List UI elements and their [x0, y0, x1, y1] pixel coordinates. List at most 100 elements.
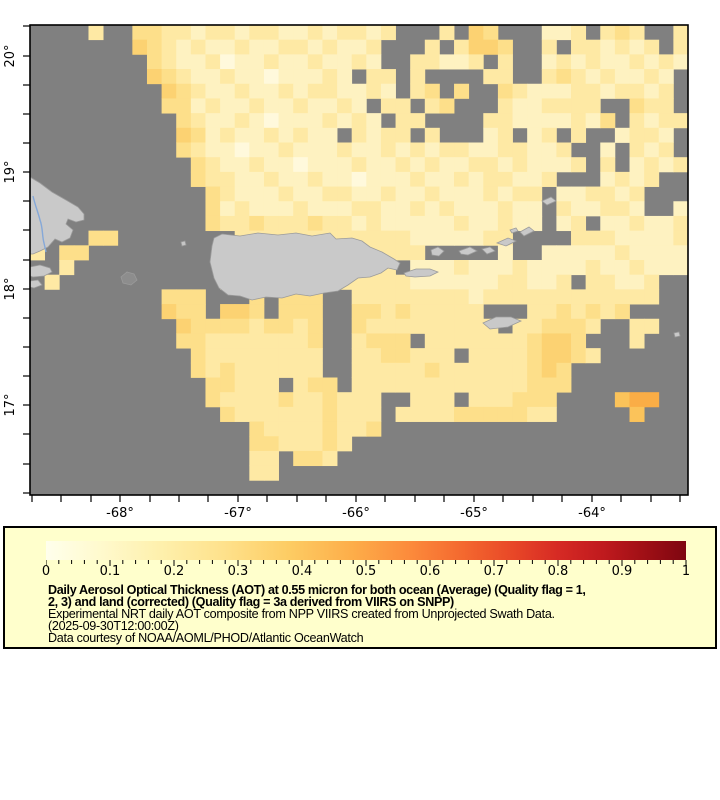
aot-cell: [439, 98, 455, 114]
aot-cell: [614, 274, 630, 290]
aot-cell: [483, 392, 499, 408]
aot-cell: [614, 171, 630, 187]
aot-cell: [556, 289, 572, 305]
aot-cell: [380, 98, 396, 114]
aot-cell: [614, 230, 630, 246]
aot-cell: [395, 245, 411, 261]
aot-cell: [527, 113, 543, 129]
aot-cell: [307, 450, 323, 467]
aot-cell: [322, 421, 338, 437]
aot-cell: [263, 39, 279, 55]
aot-cell: [307, 113, 323, 129]
aot-cell: [220, 348, 236, 364]
aot-cell: [439, 260, 455, 276]
aot-cell: [614, 289, 630, 305]
aot-cell: [190, 289, 206, 305]
aot-cell: [176, 304, 192, 320]
aot-cell: [380, 304, 396, 320]
aot-cell: [468, 171, 484, 187]
aot-cell: [483, 260, 499, 276]
aot-cell: [278, 157, 294, 173]
aot-cell: [571, 69, 587, 85]
aot-cell: [410, 142, 426, 158]
aot-cell: [629, 98, 645, 114]
aot-cell: [322, 83, 338, 99]
aot-cell: [278, 362, 294, 378]
aot-cell: [644, 69, 660, 85]
aot-cell: [366, 69, 382, 85]
aot-cell: [293, 362, 309, 378]
aot-cell: [556, 113, 572, 129]
aot-cell: [629, 333, 645, 349]
aot-cell: [205, 157, 221, 173]
aot-cell: [439, 406, 455, 422]
aot-cell: [439, 304, 455, 320]
aot-cell: [629, 289, 645, 305]
aot-cell: [468, 392, 484, 408]
aot-cell: [512, 186, 528, 202]
aot-cell: [483, 157, 499, 173]
river-line: [32, 195, 47, 253]
aot-cell: [658, 113, 674, 129]
aot-cell: [322, 171, 338, 187]
aot-cell: [497, 333, 513, 349]
aot-cell: [351, 186, 367, 202]
aot-cell: [395, 348, 411, 364]
aot-cell: [644, 127, 660, 143]
aot-cell: [410, 54, 426, 70]
aot-cell: [146, 25, 162, 41]
aot-cell: [307, 83, 323, 99]
aot-cell: [512, 215, 528, 232]
aot-cell: [527, 392, 543, 408]
aot-cell: [556, 83, 572, 99]
anegada-landmass: [541, 196, 557, 206]
aot-cell: [263, 201, 279, 217]
aot-cell: [673, 260, 689, 276]
aot-cell: [468, 362, 484, 378]
aot-cell: [439, 362, 455, 378]
aot-cell: [556, 69, 572, 85]
legend-title-line1: Daily Aerosol Optical Thickness (AOT) at…: [48, 583, 586, 597]
aot-cell: [424, 171, 440, 187]
aot-cell: [585, 304, 601, 320]
aot-cell: [351, 318, 367, 334]
aot-cell: [307, 54, 323, 70]
aot-cell: [424, 289, 440, 305]
aot-cell: [395, 127, 411, 143]
aot-cell: [395, 98, 411, 114]
aot-cell: [366, 304, 382, 320]
aot-cell: [571, 83, 587, 99]
aot-cell: [600, 142, 616, 158]
legend-subtitle: Experimental NRT daily AOT composite fro…: [48, 606, 555, 621]
aot-cell: [293, 450, 309, 467]
aot-cell: [205, 186, 221, 202]
aot-cell: [644, 157, 660, 173]
aot-cell: [366, 127, 382, 143]
aot-cell: [366, 274, 382, 290]
aot-cell: [600, 39, 616, 55]
aot-cell: [556, 25, 572, 41]
aot-cell: [351, 421, 367, 437]
aot-cell: [278, 39, 294, 55]
aot-cell: [468, 304, 484, 320]
aot-cell: [307, 171, 323, 187]
aot-cell: [307, 318, 323, 334]
st-thomas-landmass: [458, 246, 478, 256]
aot-cell: [454, 333, 470, 349]
aot-cell: [307, 39, 323, 55]
aot-cell: [541, 127, 557, 143]
aot-cell: [424, 304, 440, 320]
aot-cell: [571, 186, 587, 202]
aot-cell: [234, 304, 250, 320]
aot-cell: [161, 98, 177, 114]
aot-cell: [512, 274, 528, 290]
aot-cell: [468, 25, 484, 41]
aot-cell: [234, 39, 250, 55]
aot-cell: [161, 54, 177, 70]
aot-cell: [541, 406, 557, 422]
colorbar: [46, 541, 686, 560]
aot-cell: [249, 25, 265, 41]
aot-cell: [220, 142, 236, 158]
aot-cell: [307, 377, 323, 393]
aot-cell: [337, 83, 353, 99]
